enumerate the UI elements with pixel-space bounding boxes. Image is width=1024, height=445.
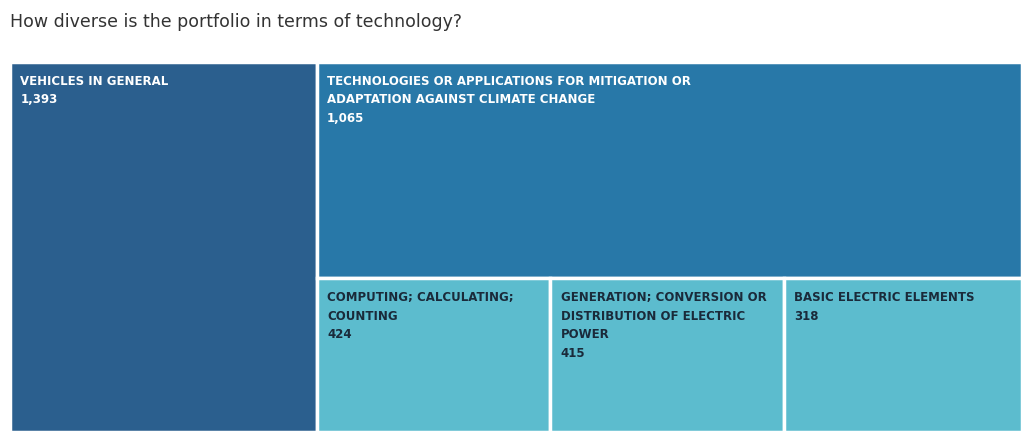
- Text: VEHICLES IN GENERAL: VEHICLES IN GENERAL: [20, 75, 169, 88]
- Text: DISTRIBUTION OF ELECTRIC: DISTRIBUTION OF ELECTRIC: [561, 310, 745, 323]
- Text: 415: 415: [561, 347, 586, 360]
- Text: How diverse is the portfolio in terms of technology?: How diverse is the portfolio in terms of…: [10, 13, 462, 31]
- Text: 1,065: 1,065: [327, 112, 365, 125]
- Text: GENERATION; CONVERSION OR: GENERATION; CONVERSION OR: [561, 291, 767, 304]
- Text: ADAPTATION AGAINST CLIMATE CHANGE: ADAPTATION AGAINST CLIMATE CHANGE: [327, 93, 595, 106]
- Text: BASIC ELECTRIC ELEMENTS: BASIC ELECTRIC ELEMENTS: [795, 291, 975, 304]
- Text: 1,393: 1,393: [20, 93, 57, 106]
- Text: COMPUTING; CALCULATING;: COMPUTING; CALCULATING;: [327, 291, 514, 304]
- Text: TECHNOLOGIES OR APPLICATIONS FOR MITIGATION OR: TECHNOLOGIES OR APPLICATIONS FOR MITIGAT…: [327, 75, 691, 88]
- Text: COUNTING: COUNTING: [327, 310, 397, 323]
- Text: POWER: POWER: [561, 328, 609, 341]
- Text: 318: 318: [795, 310, 819, 323]
- Text: 424: 424: [327, 328, 351, 341]
